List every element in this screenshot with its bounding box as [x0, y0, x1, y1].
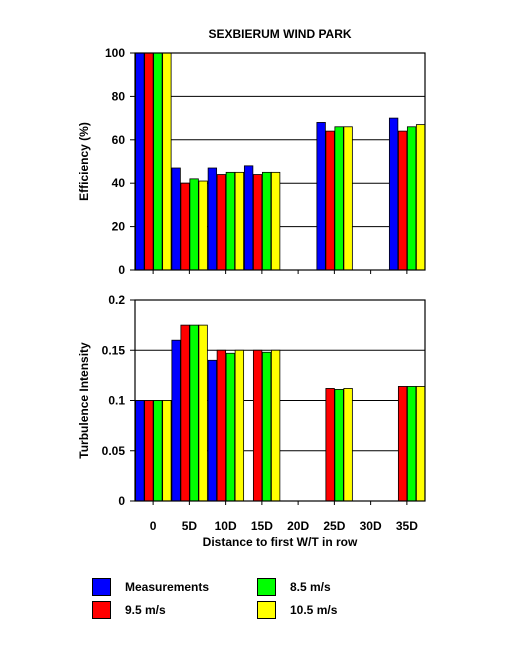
bar-8-5-m-s-0	[153, 52, 163, 271]
bar-8-5-m-s-5d	[189, 178, 199, 271]
plot-frame	[134, 52, 426, 271]
legend-label-9-5: 9.5 m/s	[125, 603, 166, 617]
x-tick-label: 35D	[396, 519, 418, 533]
bar-10-5-m-s-5d	[198, 324, 208, 502]
x-tick-label: 5D	[182, 519, 198, 533]
chart-title: SEXBIERUM WIND PARK	[208, 27, 351, 41]
bar-9-5-m-s-5d	[180, 182, 190, 271]
legend: Measurements 8.5 m/s 9.5 m/s 10.5 m/s	[92, 578, 422, 619]
bar-10-5-m-s-25d	[343, 388, 353, 502]
bar-measurements-0	[135, 52, 145, 271]
y-tick-label: 60	[112, 133, 126, 147]
y-tick-label: 0	[118, 263, 125, 277]
bar-10-5-m-s-25d	[343, 126, 353, 271]
x-tick-label: 25D	[323, 519, 345, 533]
bar-9-5-m-s-0	[144, 400, 154, 502]
bar-10-5-m-s-0	[162, 400, 172, 502]
bar-9-5-m-s-25d	[325, 130, 335, 271]
bar-9-5-m-s-35d	[397, 130, 408, 271]
bar-measurements-10d	[207, 167, 218, 271]
bar-8-5-m-s-15d	[261, 171, 272, 271]
legend-swatch-8-5	[257, 578, 276, 596]
y-tick-label: 0.15	[102, 343, 126, 357]
bar-8-5-m-s-25d	[334, 126, 344, 271]
y-axis-label: Efficiency (%)	[77, 122, 91, 201]
bar-10-5-m-s-10d	[234, 171, 245, 271]
plot-frame	[134, 299, 426, 502]
y-tick-label: 0.05	[102, 444, 126, 458]
x-axis-label: Distance to first W/T in row	[203, 535, 358, 549]
bar-8-5-m-s-25d	[334, 389, 344, 502]
legend-swatch-10-5	[257, 601, 276, 619]
bar-8-5-m-s-35d	[406, 386, 417, 502]
bar-10-5-m-s-35d	[415, 386, 426, 502]
bar-measurements-10d	[207, 359, 218, 502]
bar-9-5-m-s-15d	[252, 349, 263, 502]
bar-measurements-5d	[171, 339, 181, 502]
bar-9-5-m-s-10d	[216, 174, 227, 271]
bar-10-5-m-s-15d	[270, 171, 281, 271]
bar-9-5-m-s-5d	[180, 324, 190, 502]
legend-label-10-5: 10.5 m/s	[290, 603, 338, 617]
y-axis-label: Turbulence Intensity	[77, 342, 91, 459]
bar-10-5-m-s-5d	[198, 180, 208, 271]
legend-label-measurements: Measurements	[125, 580, 210, 594]
bar-measurements-35d	[388, 117, 399, 271]
bar-8-5-m-s-10d	[225, 352, 236, 502]
bar-9-5-m-s-0	[144, 52, 154, 271]
bar-10-5-m-s-10d	[234, 349, 245, 502]
bar-9-5-m-s-15d	[252, 174, 263, 271]
bar-9-5-m-s-10d	[216, 349, 227, 502]
bar-measurements-0	[135, 400, 145, 502]
legend-label-8-5: 8.5 m/s	[290, 580, 331, 594]
x-tick-label: 10D	[215, 519, 237, 533]
bar-8-5-m-s-35d	[406, 126, 417, 271]
x-tick-label: 20D	[287, 519, 309, 533]
bar-10-5-m-s-15d	[270, 349, 281, 502]
bar-8-5-m-s-15d	[261, 351, 272, 502]
legend-swatch-measurements	[92, 578, 111, 596]
x-tick-label: 0	[150, 519, 157, 533]
bar-9-5-m-s-25d	[325, 388, 335, 502]
bar-measurements-5d	[171, 167, 181, 271]
legend-swatch-9-5	[92, 601, 111, 619]
x-tick-label: 30D	[360, 519, 382, 533]
y-tick-label: 100	[105, 46, 125, 60]
bar-measurements-15d	[243, 165, 254, 271]
y-tick-label: 40	[112, 176, 126, 190]
bar-10-5-m-s-35d	[415, 124, 426, 271]
x-tick-label: 15D	[251, 519, 273, 533]
y-tick-label: 80	[112, 89, 126, 103]
bar-measurements-25d	[316, 122, 326, 271]
bar-9-5-m-s-35d	[397, 386, 408, 502]
y-tick-label: 0	[118, 494, 125, 508]
bar-8-5-m-s-5d	[189, 324, 199, 502]
bar-10-5-m-s-0	[162, 52, 172, 271]
y-tick-label: 0.1	[108, 394, 125, 408]
bar-8-5-m-s-10d	[225, 171, 236, 271]
bar-8-5-m-s-0	[153, 400, 163, 502]
y-tick-label: 20	[112, 220, 126, 234]
y-tick-label: 0.2	[108, 293, 125, 307]
